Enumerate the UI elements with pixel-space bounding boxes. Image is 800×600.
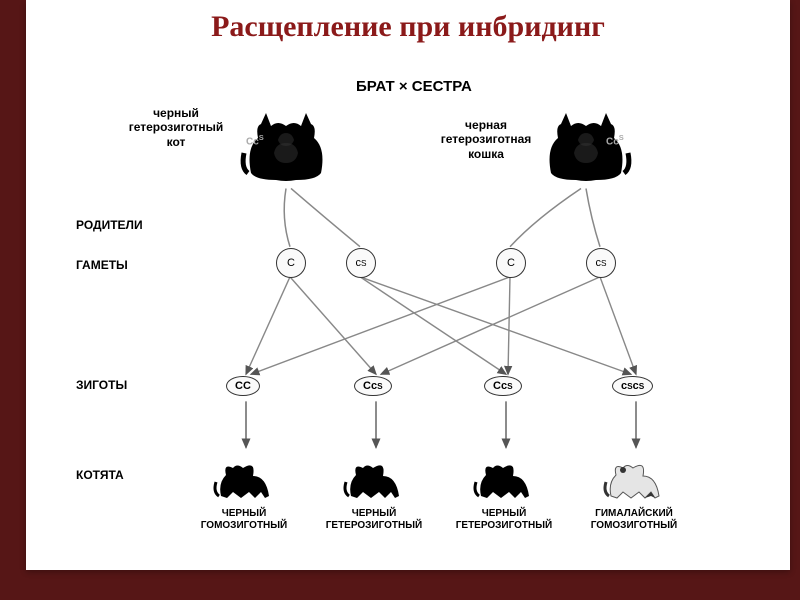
zygote-3: cScS bbox=[612, 376, 653, 396]
content-frame: Расщепление при инбридинг РОДИТЕЛИ ГАМЕТ… bbox=[26, 0, 790, 570]
row-label-kittens: КОТЯТА bbox=[76, 468, 124, 482]
gamete-3: cS bbox=[586, 248, 616, 278]
parent-female-genotype: CcS bbox=[606, 133, 624, 148]
cross-label: БРАТ × СЕСТРА bbox=[356, 78, 472, 96]
row-label-parents: РОДИТЕЛИ bbox=[76, 218, 143, 232]
parent-male-genotype: CcS bbox=[246, 133, 264, 148]
slide: Расщепление при инбридинг РОДИТЕЛИ ГАМЕТ… bbox=[0, 0, 800, 600]
zygote-0: CC bbox=[226, 376, 260, 396]
gamete-1: cS bbox=[346, 248, 376, 278]
row-label-zygotes: ЗИГОТЫ bbox=[76, 378, 127, 392]
parent-female-line2: гетерозиготная bbox=[441, 132, 532, 146]
parent-female-line3: кошка bbox=[468, 147, 504, 161]
gamete-0: C bbox=[276, 248, 306, 278]
parent-male-line2: гетерозиготный bbox=[129, 120, 224, 134]
genetics-diagram: РОДИТЕЛИ ГАМЕТЫ ЗИГОТЫ КОТЯТА БРАТ × СЕС… bbox=[76, 68, 760, 560]
zygote-1: CcS bbox=[354, 376, 392, 396]
gamete-2: C bbox=[496, 248, 526, 278]
zygote-2: CcS bbox=[484, 376, 522, 396]
kitten-1-label: ЧЕРНЫЙ ГЕТЕРОЗИГОТНЫЙ bbox=[324, 508, 424, 532]
kitten-2-label: ЧЕРНЫЙ ГЕТЕРОЗИГОТНЫЙ bbox=[454, 508, 554, 532]
kitten-1-icon bbox=[341, 448, 411, 508]
parent-male-line1: черный bbox=[153, 106, 199, 120]
kitten-0-icon bbox=[211, 448, 281, 508]
kitten-3-icon bbox=[601, 448, 671, 508]
parent-male-line3: кот bbox=[167, 135, 186, 149]
parent-female-label: черная гетерозиготная кошка bbox=[416, 118, 556, 161]
slide-title: Расщепление при инбридинг bbox=[26, 10, 790, 44]
row-label-gametes: ГАМЕТЫ bbox=[76, 258, 128, 272]
kitten-3-label: ГИМАЛАЙСКИЙ ГОМОЗИГОТНЫЙ bbox=[584, 508, 684, 532]
parent-female-line1: черная bbox=[465, 118, 507, 132]
kitten-0-label: ЧЕРНЫЙ ГОМОЗИГОТНЫЙ bbox=[194, 508, 294, 532]
kitten-2-icon bbox=[471, 448, 541, 508]
parent-male-label: черный гетерозиготный кот bbox=[116, 106, 236, 149]
